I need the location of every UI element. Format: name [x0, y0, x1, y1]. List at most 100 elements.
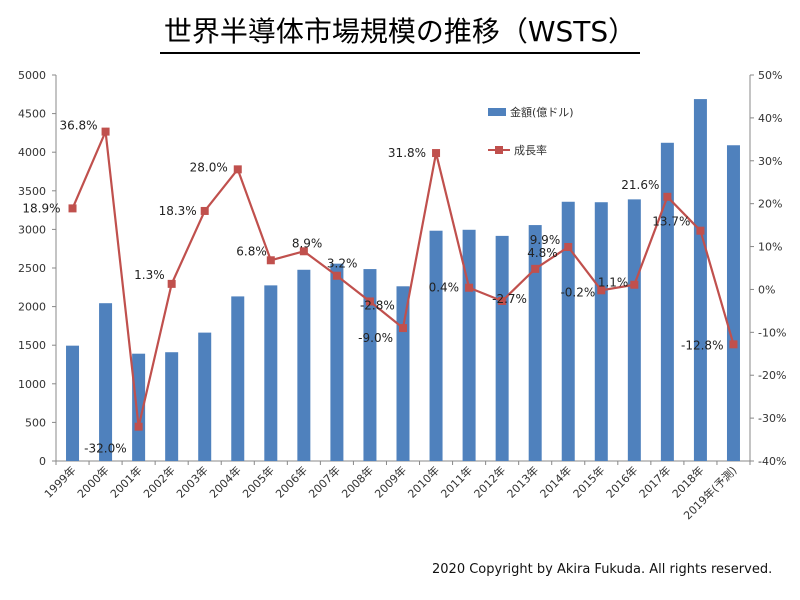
bar [231, 296, 245, 461]
growth-point [630, 280, 639, 289]
data-labels: 18.9% 36.8% -32.0% 1.3% 18.3% 28.0% 6.8% 8.9% 3.… [22, 119, 723, 456]
y2-tick-label: 40% [758, 112, 782, 125]
growth-point [531, 264, 540, 273]
y-tick-label: 1000 [18, 378, 46, 391]
growth-point [266, 256, 275, 265]
x-tick-label: 2001年 [107, 463, 144, 500]
y-tick-label: 0 [39, 455, 46, 468]
y2-tick-label: -40% [758, 455, 786, 468]
legend: 金額(億ドル) 成長率 [488, 105, 574, 157]
growth-data-label: 21.6% [621, 178, 659, 192]
x-tick-label: 2011年 [438, 463, 475, 500]
y-tick-label: 4000 [18, 146, 46, 159]
x-tick-label: 1999年 [41, 463, 78, 500]
x-tick-label: 2017年 [636, 463, 673, 500]
growth-data-label: -32.0% [84, 442, 126, 456]
y2-tick-label: -20% [758, 369, 786, 382]
growth-point [399, 324, 407, 333]
x-tick-label: 2010年 [405, 463, 442, 500]
growth-point [663, 192, 672, 201]
growth-data-label: 36.8% [59, 119, 97, 133]
growth-point [101, 127, 110, 136]
bar [132, 353, 146, 461]
growth-data-label: 1.1% [598, 276, 629, 290]
y-tick-label: 500 [25, 416, 46, 429]
growth-point [564, 242, 573, 251]
y-tick-label: 3500 [18, 185, 46, 198]
bar [198, 332, 212, 461]
growth-point [200, 206, 209, 215]
x-tick-label: 2016年 [603, 463, 640, 500]
x-tick-label: 2005年 [239, 463, 276, 500]
bar [99, 303, 113, 461]
y2-tick-label: 50% [758, 69, 782, 82]
bar [264, 285, 278, 461]
x-tick-label: 2004年 [206, 463, 243, 500]
legend-bar-swatch [488, 108, 506, 116]
x-tick-label: 2006年 [273, 463, 310, 500]
growth-point [597, 286, 606, 295]
x-tick-label: 2009年 [372, 463, 409, 500]
y2-tick-label: 0% [758, 283, 775, 296]
bar [330, 263, 344, 461]
bar [396, 286, 410, 461]
x-tick-label: 2015年 [570, 463, 607, 500]
growth-data-label: -12.8% [681, 338, 723, 352]
growth-data-label: 28.0% [190, 160, 228, 174]
x-tick-label: 2000年 [74, 463, 111, 500]
bar [594, 202, 608, 462]
growth-point [68, 204, 77, 213]
growth-data-label: 6.8% [236, 244, 267, 258]
y-tick-label: 2500 [18, 262, 46, 275]
growth-point [432, 149, 441, 158]
bar [429, 230, 443, 461]
x-tick-label: 2007年 [306, 463, 343, 500]
chart-title-text: 世界半導体市場規模の推移（WSTS） [159, 10, 641, 54]
growth-data-label: 3.2% [327, 257, 358, 271]
y-tick-label: 5000 [18, 69, 46, 82]
chart-title: 世界半導体市場規模の推移（WSTS） [0, 10, 800, 54]
growth-data-label: -2.7% [492, 292, 527, 306]
growth-point [299, 247, 308, 256]
growth-data-label: 31.8% [388, 146, 426, 160]
x-tick-label: 2012年 [471, 463, 508, 500]
y-tick-label: 1500 [18, 339, 46, 352]
y2-tick-label: 30% [758, 155, 782, 168]
growth-data-label: 9.9% [530, 233, 561, 247]
x-tick-label: 2013年 [504, 463, 541, 500]
growth-point [465, 283, 474, 292]
growth-point [332, 271, 341, 280]
bar [693, 99, 707, 462]
y2-tick-label: 20% [758, 198, 782, 211]
bar [660, 142, 674, 461]
growth-data-label: -2.8% [360, 298, 395, 312]
growth-data-label: 18.9% [22, 201, 60, 215]
growth-data-label: 18.3% [159, 204, 197, 218]
bar [528, 225, 542, 461]
legend-bar-label: 金額(億ドル) [510, 105, 574, 119]
y-tick-label: 4500 [18, 108, 46, 121]
bar [495, 235, 509, 461]
growth-point [365, 297, 374, 306]
growth-point [167, 279, 176, 288]
bar [561, 201, 575, 462]
y-tick-label: 2000 [18, 301, 46, 314]
growth-data-label: 13.7% [652, 215, 690, 229]
growth-point [498, 297, 507, 306]
growth-point [233, 165, 242, 174]
x-tick-label: 2002年 [140, 463, 177, 500]
x-tick-label: 2014年 [537, 463, 574, 500]
bar [297, 269, 311, 461]
growth-data-label: -0.2% [560, 285, 595, 299]
growth-data-label: 4.8% [527, 246, 558, 260]
growth-data-label: 0.4% [429, 281, 460, 295]
legend-line-marker [495, 146, 503, 154]
x-tick-label: 2003年 [173, 463, 210, 500]
bar [66, 345, 80, 461]
y2-tick-label: -30% [758, 412, 786, 425]
line-series [68, 127, 738, 431]
y2-tick-label: -10% [758, 326, 786, 339]
bar [165, 352, 179, 461]
growth-point [134, 422, 143, 431]
